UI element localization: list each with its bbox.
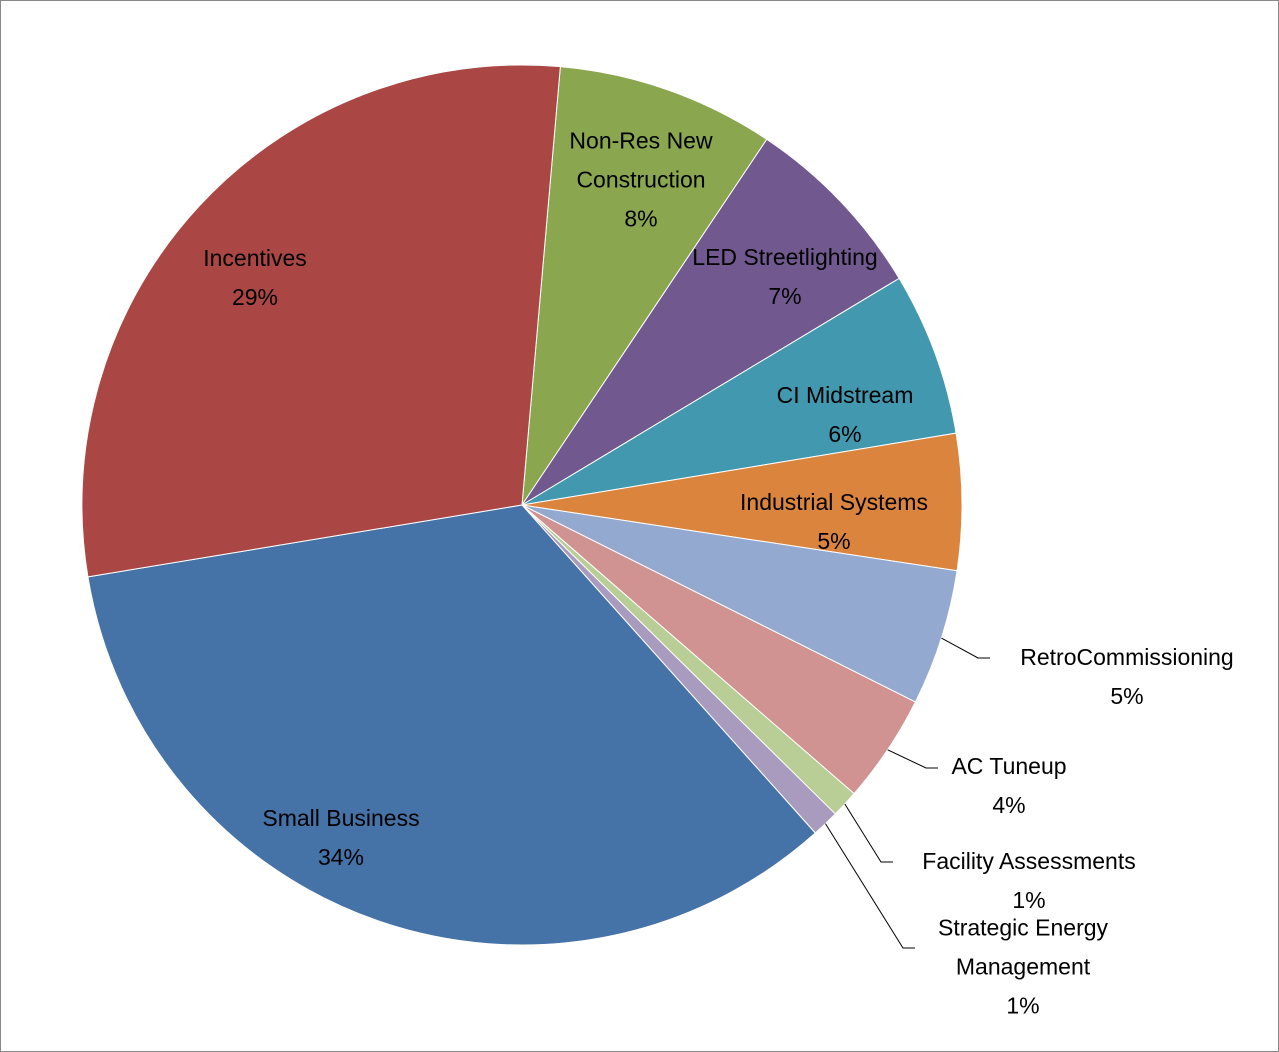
pie-slice: [521, 66, 768, 506]
pie-slice: [81, 64, 561, 578]
category-label: RetroCommissioning: [1020, 644, 1234, 670]
data-label: Small Business 34%: [221, 799, 461, 877]
leader-line: [825, 823, 915, 949]
data-label: Incentives 29%: [155, 239, 355, 317]
data-label: LED Streetlighting 7%: [685, 238, 885, 316]
category-label: AC Tuneup: [951, 753, 1067, 779]
data-label: Non-Res New Construction 8%: [531, 122, 751, 239]
value-label: 4%: [992, 792, 1026, 818]
data-label: RetroCommissioning 5%: [977, 638, 1277, 716]
value-label: 1%: [1012, 887, 1046, 913]
value-label: 1%: [1006, 992, 1040, 1019]
pie-slice: [521, 277, 957, 506]
pie-slice: [521, 138, 900, 506]
data-label: Strategic Energy Management 1%: [893, 909, 1153, 1026]
data-label: CI Midstream 6%: [745, 376, 945, 454]
category-label: Small Business: [262, 805, 420, 831]
category-label: LED Streetlighting: [692, 244, 878, 270]
value-label: 5%: [817, 528, 851, 554]
value-label: 8%: [624, 205, 658, 232]
leader-line: [941, 637, 990, 659]
category-label: Incentives: [203, 245, 307, 271]
value-label: 6%: [828, 421, 862, 447]
leader-line: [844, 803, 893, 863]
category-label: Facility Assessments: [922, 848, 1136, 874]
value-label: 5%: [1110, 683, 1144, 709]
value-label: 29%: [231, 284, 279, 310]
value-label: 34%: [317, 844, 365, 870]
category-label: Strategic Energy Management: [937, 914, 1109, 980]
category-label: CI Midstream: [776, 382, 914, 408]
data-label: AC Tuneup 4%: [909, 747, 1109, 825]
leader-line: [887, 749, 938, 769]
pie-slice: [87, 504, 816, 946]
data-label: Facility Assessments 1%: [879, 842, 1179, 920]
value-label: 7%: [768, 283, 802, 309]
category-label: Industrial Systems: [740, 489, 928, 515]
category-label: Non-Res New Construction: [569, 127, 713, 193]
data-label: Industrial Systems 5%: [704, 483, 964, 561]
